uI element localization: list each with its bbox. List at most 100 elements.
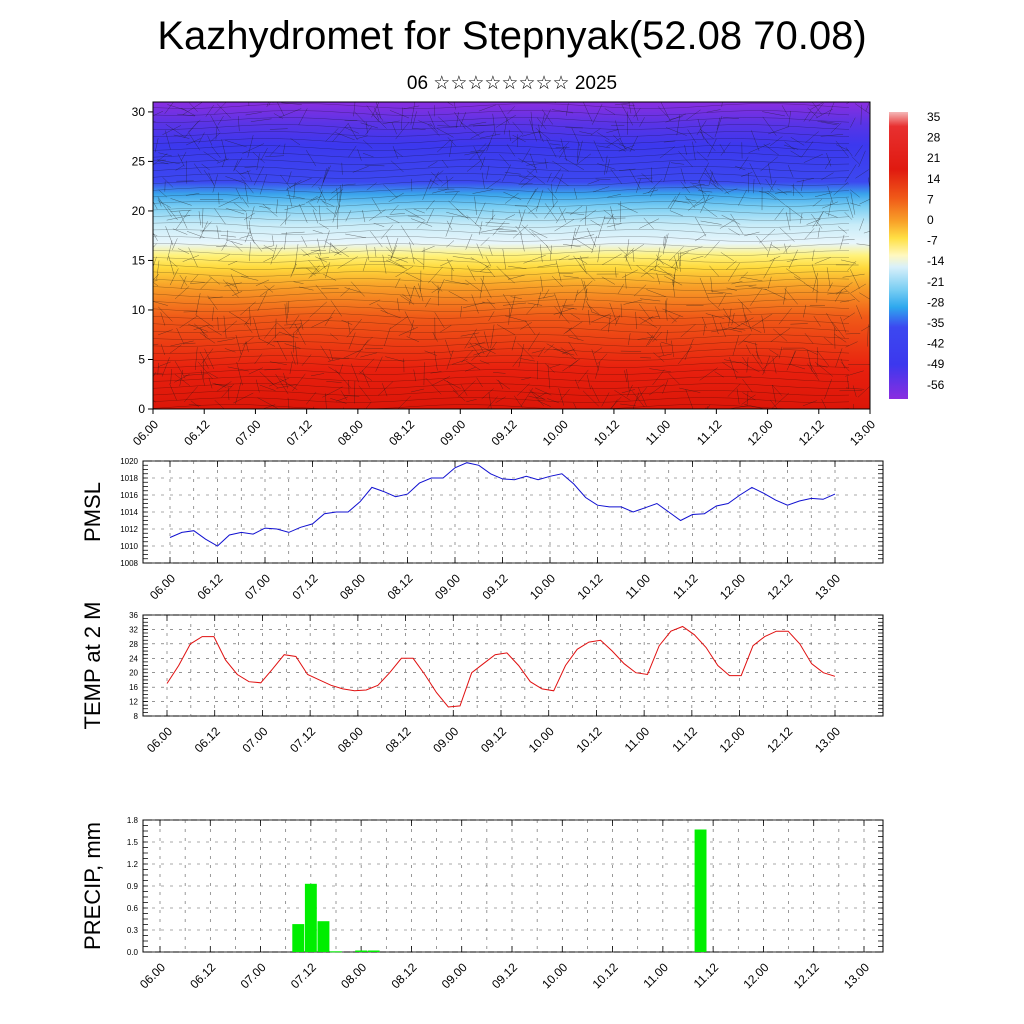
y-tick-label: 16 — [129, 683, 138, 692]
x-tick-label: 06.00 — [137, 960, 168, 991]
x-tick-label: 09.00 — [430, 724, 461, 755]
y-tick-label: 5 — [138, 352, 145, 366]
colorbar-label: -14 — [927, 254, 945, 268]
y-tick-label: 1014 — [120, 508, 138, 517]
y-tick-label: 32 — [129, 625, 138, 634]
y-tick-label: 8 — [134, 712, 139, 721]
x-tick-label: 10.12 — [574, 571, 605, 602]
y-tick-label: 0.9 — [127, 882, 139, 891]
precip-bar — [317, 921, 330, 952]
x-tick-label: 08.12 — [383, 724, 414, 755]
x-tick-label: 08.00 — [337, 571, 368, 602]
y-tick-label: 24 — [129, 654, 138, 663]
wind-barbs-overlay — [153, 102, 870, 409]
x-tick-label: 10.12 — [591, 417, 622, 448]
colorbar-ramp — [889, 112, 908, 399]
x-tick-label: 08.12 — [384, 571, 415, 602]
grid-lines — [143, 819, 883, 953]
x-tick-label: 10.00 — [539, 960, 570, 991]
x-tick-label: 06.12 — [187, 960, 218, 991]
colorbar-label: -28 — [927, 295, 945, 309]
y-tick-label: 15 — [132, 253, 146, 267]
x-tick-label: 06.12 — [192, 724, 223, 755]
x-tick-label: 11.12 — [694, 417, 725, 448]
temp-panel: 8 12 16 20 24 28 32 36 06.00 06.12 07.00 07.12 08.00… — [80, 602, 884, 755]
y-axis-label: PMSL — [80, 482, 105, 542]
y-tick-label: 0.0 — [127, 948, 139, 957]
x-tick-label: 09.00 — [432, 571, 463, 602]
x-tick-label: 09.12 — [478, 724, 509, 755]
x-tick-label: 10.12 — [573, 724, 604, 755]
colorbar-label: -35 — [927, 316, 945, 330]
x-tick-label: 12.00 — [740, 960, 771, 991]
temp-series-line — [166, 625, 836, 708]
y-tick-label: 1.5 — [127, 838, 139, 847]
x-tick-label: 09.12 — [488, 417, 519, 448]
colorbar-label: 14 — [927, 172, 941, 186]
y-axis-label: PRECIP, mm — [80, 822, 105, 950]
y-tick-label: 1.2 — [127, 860, 139, 869]
wind-barbs — [153, 102, 870, 409]
y-tick-label: 25 — [132, 154, 146, 168]
x-tick-label: 09.00 — [437, 417, 468, 448]
x-tick-label: 12.12 — [764, 724, 795, 755]
chart-subtitle: 06 ☆☆☆☆☆☆☆☆ 2025 — [406, 73, 618, 94]
grid-lines — [143, 460, 883, 564]
colorbar: 35 28 21 14 7 0 -7 -14 -21 -28 -35 -42 -49 -56 — [889, 110, 945, 399]
colorbar-label: 35 — [927, 110, 941, 124]
y-tick-label: 20 — [129, 669, 138, 678]
precip-panel: 0.0 0.3 0.6 0.9 1.2 1.5 1.8 06.00 06.12 07.00 07.1… — [80, 816, 884, 991]
heatmap-x-axis: 06.00 06.12 07.00 07.12 08.00 08.12 09.00 09.12… — [130, 409, 878, 448]
x-tick-label: 11.00 — [643, 417, 674, 448]
x-tick-label: 07.00 — [232, 417, 263, 448]
y-tick-label: 10 — [132, 303, 146, 317]
pmsl-series-line — [169, 462, 836, 547]
chart-title: Kazhydromet for Stepnyak(52.08 70.08) — [157, 14, 867, 58]
x-tick-label: 07.00 — [239, 724, 270, 755]
x-tick-label: 13.00 — [812, 724, 843, 755]
axis-ticks — [143, 819, 883, 953]
colorbar-label: -49 — [927, 357, 945, 371]
x-tick-label: 06.00 — [144, 724, 175, 755]
x-tick-label: 09.00 — [439, 960, 470, 991]
x-tick-label: 10.00 — [526, 724, 557, 755]
x-tick-label: 11.12 — [670, 571, 701, 602]
x-tick-label: 13.00 — [841, 960, 872, 991]
colorbar-label: -56 — [927, 378, 945, 392]
x-tick-label: 06.12 — [181, 417, 212, 448]
x-tick-label: 12.12 — [796, 417, 827, 448]
x-tick-label: 08.00 — [335, 417, 366, 448]
x-tick-label: 09.12 — [479, 571, 510, 602]
x-tick-label: 08.00 — [338, 960, 369, 991]
y-tick-label: 0.3 — [127, 926, 139, 935]
x-tick-label: 13.00 — [847, 417, 878, 448]
x-tick-label: 10.12 — [590, 960, 621, 991]
precip-bar — [694, 829, 707, 952]
x-tick-label: 11.00 — [622, 724, 653, 755]
y-tick-label: 36 — [129, 611, 138, 620]
x-tick-label: 06.00 — [130, 417, 161, 448]
heatmap-y-axis: 0 5 10 15 20 25 30 — [132, 105, 153, 416]
colorbar-label: -21 — [927, 275, 945, 289]
colorbar-label: 0 — [927, 213, 934, 227]
x-tick-label: 08.12 — [388, 960, 419, 991]
x-tick-label: 07.00 — [242, 571, 273, 602]
x-tick-label: 07.12 — [288, 960, 319, 991]
x-tick-label: 10.00 — [540, 417, 571, 448]
y-tick-label: 0.6 — [127, 904, 139, 913]
x-tick-label: 11.00 — [640, 960, 671, 991]
x-tick-label: 07.00 — [238, 960, 269, 991]
x-tick-label: 11.00 — [623, 571, 654, 602]
x-tick-label: 10.00 — [527, 571, 558, 602]
colorbar-label: 7 — [927, 192, 934, 206]
x-tick-label: 11.12 — [669, 724, 700, 755]
y-tick-label: 1020 — [120, 457, 138, 466]
precip-bar — [292, 924, 305, 952]
y-axis-label: TEMP at 2 M — [80, 602, 105, 730]
cross-section-panel: 0 5 10 15 20 25 30 06.00 06.12 07.00 07.12 08.00 08… — [130, 101, 878, 448]
x-tick-label: 12.00 — [717, 724, 748, 755]
plot-frame — [142, 614, 884, 717]
x-tick-label: 07.12 — [287, 724, 318, 755]
x-tick-label: 12.12 — [764, 571, 795, 602]
